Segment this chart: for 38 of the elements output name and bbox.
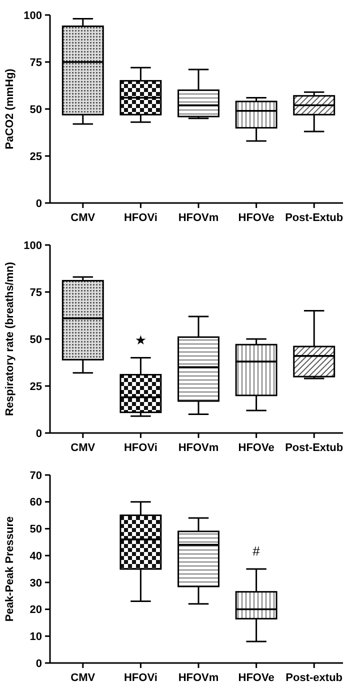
y-tick-label: 70 xyxy=(30,470,42,482)
y-tick-label: 20 xyxy=(30,604,42,616)
y-tick-label: 50 xyxy=(30,524,42,536)
x-tick-label: CMV xyxy=(70,212,96,224)
y-tick-label: 0 xyxy=(36,428,42,440)
x-tick-label: HFOVi xyxy=(124,672,158,684)
y-tick-label: 40 xyxy=(30,550,42,562)
y-tick-label: 0 xyxy=(36,198,42,210)
y-tick-label: 60 xyxy=(30,496,42,509)
x-tick-label: HFOVi xyxy=(124,212,158,224)
x-tick-label: HFOVe xyxy=(238,442,274,454)
y-tick-label: 25 xyxy=(30,150,42,163)
x-tick-label: CMV xyxy=(70,442,96,454)
x-tick-label: HFOVe xyxy=(238,212,274,224)
y-tick-label: 100 xyxy=(24,240,42,252)
x-tick-label: HFOVm xyxy=(178,212,219,224)
x-tick-label: CMV xyxy=(70,672,96,684)
y-tick-label: 0 xyxy=(36,658,42,670)
x-tick-label: Post-Extub xyxy=(285,212,344,224)
y-tick-label: 10 xyxy=(30,630,42,643)
x-tick-label: Post-Extub xyxy=(285,442,344,454)
y-axis-title: Respiratory rate (breaths/mn) xyxy=(4,262,16,416)
x-tick-label: HFOVe xyxy=(238,672,274,684)
y-tick-label: 100 xyxy=(24,10,42,22)
x-tick-label: HFOVm xyxy=(178,672,219,684)
x-tick-label: HFOVi xyxy=(124,442,158,454)
y-axis-title: PaCO2 (mmHg) xyxy=(4,68,16,150)
annotation: ★ xyxy=(134,332,147,348)
y-axis-title: Peak-Peak Pressure xyxy=(4,516,16,622)
annotation: # xyxy=(252,544,261,559)
y-tick-label: 25 xyxy=(30,380,42,393)
y-tick-label: 30 xyxy=(30,577,42,590)
y-tick-label: 50 xyxy=(30,334,42,346)
y-tick-label: 75 xyxy=(30,286,42,299)
y-tick-label: 50 xyxy=(30,104,42,116)
x-tick-label: Post-extub xyxy=(286,672,343,684)
x-tick-label: HFOVm xyxy=(178,442,219,454)
y-tick-label: 75 xyxy=(30,56,42,69)
